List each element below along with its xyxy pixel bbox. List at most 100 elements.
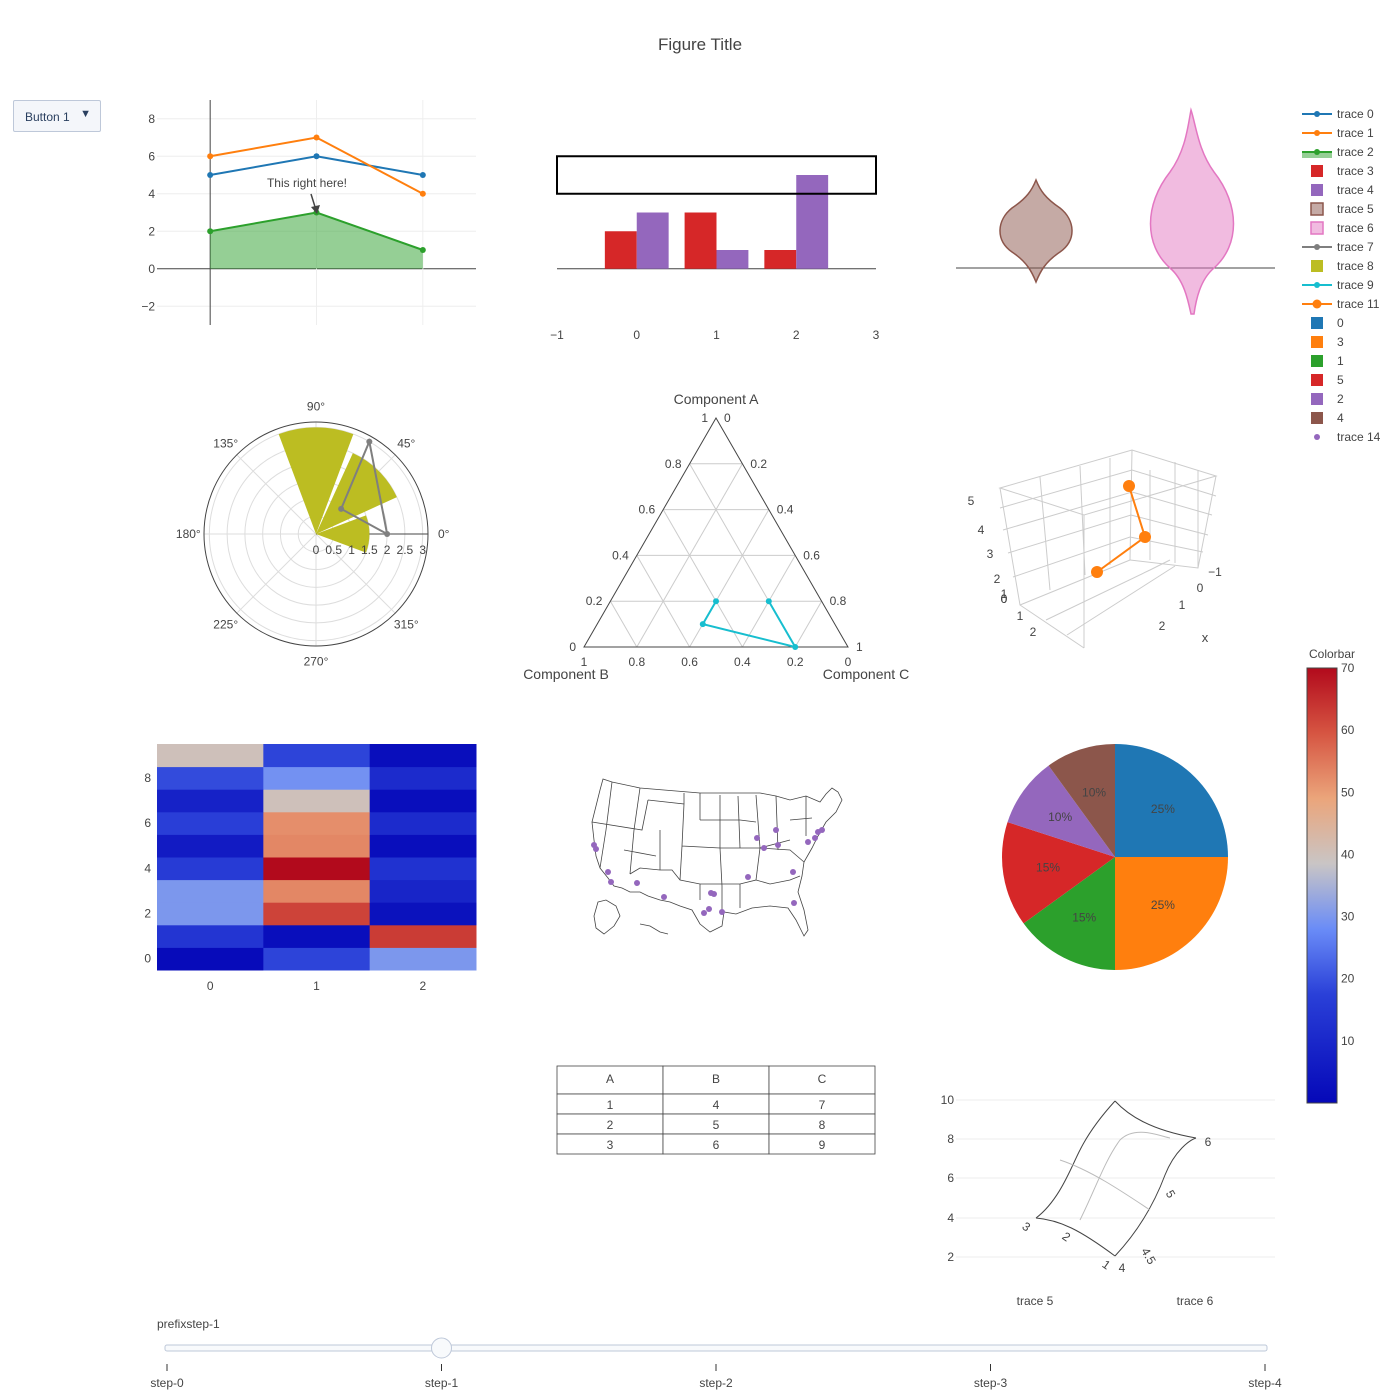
polar-bar-trace-8[interactable] bbox=[278, 427, 354, 534]
legend-item-trace-6[interactable]: trace 6 bbox=[1310, 221, 1374, 235]
polar-bar-trace-8[interactable] bbox=[316, 515, 370, 553]
ternary-chart[interactable]: 0 0 0 0.2 0.2 0.2 0.4 0.4 0.4 0.6 0.6 0.6 0.8 0.8 0.8 1… bbox=[523, 391, 909, 682]
violin-trace-5[interactable] bbox=[999, 177, 1073, 285]
heatmap-cell[interactable] bbox=[369, 879, 477, 903]
geo-point[interactable] bbox=[706, 906, 712, 912]
heatmap-cell[interactable] bbox=[157, 902, 264, 926]
heatmap-cell[interactable] bbox=[263, 879, 371, 903]
pie-slice-3[interactable] bbox=[1115, 857, 1228, 970]
legend-item-2[interactable]: 2 bbox=[1311, 392, 1344, 406]
ternary-point[interactable] bbox=[792, 644, 799, 650]
line-point[interactable] bbox=[313, 134, 320, 141]
legend-item-trace-3[interactable]: trace 3 bbox=[1311, 164, 1374, 178]
violin-trace-6[interactable] bbox=[1149, 107, 1235, 315]
bar-trace-4[interactable] bbox=[636, 212, 669, 269]
slider-step-3[interactable]: step-3 bbox=[974, 1376, 1008, 1390]
pie-slice-0[interactable] bbox=[1115, 744, 1228, 857]
heatmap-cell[interactable] bbox=[157, 857, 264, 881]
heatmap-cell[interactable] bbox=[157, 924, 264, 948]
legend-item-1[interactable]: 1 bbox=[1311, 354, 1344, 368]
legend-item-trace-0[interactable]: trace 0 bbox=[1302, 107, 1374, 121]
line-chart[interactable]: −2 0 2 4 6 8 This right here! bbox=[141, 100, 476, 325]
bar-chart-bars[interactable] bbox=[604, 175, 829, 269]
heatmap-cell[interactable] bbox=[369, 789, 477, 813]
bar-chart[interactable]: −1 0 1 2 3 bbox=[550, 155, 880, 342]
slider-step-1[interactable]: step-1 bbox=[425, 1376, 459, 1390]
polar-line-point[interactable] bbox=[366, 438, 373, 445]
carpet-chart[interactable]: 2 4 6 8 10 4 4.5 5 6 1 2 3 trace 5 trace 6 bbox=[941, 1093, 1275, 1308]
heatmap-cell[interactable] bbox=[263, 834, 371, 858]
ternary-trace-9[interactable] bbox=[699, 598, 799, 650]
heatmap-cell[interactable] bbox=[263, 947, 371, 971]
bar-trace-3[interactable] bbox=[764, 250, 797, 269]
heatmap-cell[interactable] bbox=[263, 766, 371, 790]
heatmap-cell[interactable] bbox=[263, 789, 371, 813]
geo-point[interactable] bbox=[790, 869, 796, 875]
heatmap-cell[interactable] bbox=[157, 766, 264, 790]
heatmap-cell[interactable] bbox=[263, 857, 371, 881]
heatmap-cell[interactable] bbox=[369, 744, 477, 768]
usa-map[interactable] bbox=[591, 778, 843, 937]
heatmap-cell[interactable] bbox=[263, 902, 371, 926]
legend[interactable]: trace 0 trace 1 trace 2 trace 3 trace 4 trace… bbox=[1302, 107, 1381, 444]
slider-step-4[interactable]: step-4 bbox=[1248, 1376, 1282, 1390]
heatmap-cell[interactable] bbox=[157, 834, 264, 858]
line-point[interactable] bbox=[419, 190, 426, 197]
heatmap-cell[interactable] bbox=[157, 744, 264, 768]
slider-rail[interactable] bbox=[164, 1344, 1268, 1352]
heatmap-cell[interactable] bbox=[263, 811, 371, 835]
ternary-line[interactable] bbox=[701, 600, 798, 649]
heatmap-cell[interactable] bbox=[369, 902, 477, 926]
line-point[interactable] bbox=[207, 228, 214, 235]
line-point[interactable] bbox=[207, 153, 214, 160]
legend-item-trace-5[interactable]: trace 5 bbox=[1310, 202, 1374, 216]
legend-item-trace-2[interactable]: trace 2 bbox=[1302, 145, 1374, 159]
legend-item-trace-11[interactable]: trace 11 bbox=[1302, 297, 1380, 311]
heatmap-cell[interactable] bbox=[157, 811, 264, 835]
geo-point[interactable] bbox=[791, 900, 797, 906]
heatmap-cell[interactable] bbox=[369, 924, 477, 948]
geo-point[interactable] bbox=[761, 845, 767, 851]
polar-line-path[interactable] bbox=[339, 438, 389, 536]
geo-point[interactable] bbox=[701, 910, 707, 916]
line-point[interactable] bbox=[419, 172, 426, 178]
geo-point[interactable] bbox=[608, 879, 614, 885]
geo-dots-trace-14[interactable] bbox=[591, 827, 825, 916]
heatmap-cell[interactable] bbox=[157, 947, 264, 971]
scatter3d-point[interactable] bbox=[1091, 566, 1103, 578]
geo-point[interactable] bbox=[634, 880, 640, 886]
slider-grip[interactable] bbox=[431, 1337, 452, 1359]
bar-trace-4[interactable] bbox=[716, 250, 749, 269]
heatmap-cell[interactable] bbox=[263, 924, 371, 948]
legend-item-4[interactable]: 4 bbox=[1311, 411, 1344, 425]
scatter3d-point[interactable] bbox=[1139, 531, 1151, 543]
polar-bar-trace-8[interactable] bbox=[316, 453, 397, 534]
heatmap-cell[interactable] bbox=[157, 879, 264, 903]
line-point[interactable] bbox=[207, 172, 214, 178]
heatmap-chart[interactable]: 0 1 2 0 2 4 6 8 bbox=[144, 744, 477, 993]
geo-point[interactable] bbox=[745, 874, 751, 880]
slider-step-2[interactable]: step-2 bbox=[699, 1376, 733, 1390]
geo-point[interactable] bbox=[773, 827, 779, 833]
bar-trace-3[interactable] bbox=[684, 212, 717, 269]
pie-slice-1[interactable] bbox=[1023, 857, 1115, 970]
ternary-point[interactable] bbox=[765, 598, 772, 605]
legend-item-trace-14[interactable]: trace 14 bbox=[1314, 430, 1381, 444]
geo-point[interactable] bbox=[805, 839, 811, 845]
geo-point[interactable] bbox=[812, 835, 818, 841]
bar-trace-3[interactable] bbox=[604, 231, 637, 269]
geo-point[interactable] bbox=[711, 891, 717, 897]
polar-chart[interactable]: 0° 45° 90° 135° 180° 225° 270° 315° 0 0.5 1 1.5 2 2.5… bbox=[176, 399, 450, 668]
trace-2-fill[interactable] bbox=[210, 212, 423, 269]
pie-slice-2[interactable] bbox=[1007, 765, 1115, 857]
pie-slice-5[interactable] bbox=[1002, 822, 1115, 924]
slider-step-0[interactable]: step-0 bbox=[150, 1376, 184, 1390]
pie-slice-4[interactable] bbox=[1048, 744, 1115, 857]
legend-item-3[interactable]: 3 bbox=[1311, 335, 1344, 349]
pie-chart[interactable]: 25% 25% 15% 15% 10% 10% bbox=[1002, 744, 1228, 970]
heatmap-cell[interactable] bbox=[369, 857, 477, 881]
heatmap-cell[interactable] bbox=[369, 811, 477, 835]
geo-point[interactable] bbox=[605, 869, 611, 875]
scatter3d-point[interactable] bbox=[1123, 480, 1135, 492]
legend-item-trace-7[interactable]: trace 7 bbox=[1302, 240, 1374, 254]
